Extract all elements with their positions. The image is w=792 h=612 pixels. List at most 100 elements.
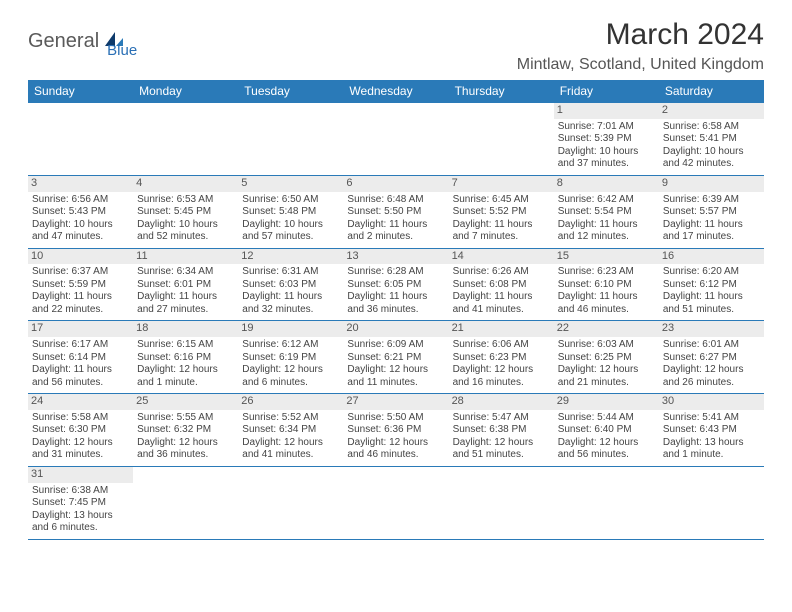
sunrise-text: Sunrise: 6:45 AM (453, 194, 550, 207)
day-number: 10 (28, 249, 133, 265)
sunrise-text: Sunrise: 6:23 AM (558, 266, 655, 279)
calendar-cell-empty (554, 466, 659, 539)
calendar-cell: 1Sunrise: 7:01 AMSunset: 5:39 PMDaylight… (554, 103, 659, 176)
daylight-text: Daylight: 11 hours and 27 minutes. (137, 291, 234, 316)
daylight-text: Daylight: 11 hours and 2 minutes. (347, 219, 444, 244)
calendar-cell: 30 Sunrise: 5:41 AMSunset: 6:43 PMDayligh… (659, 394, 764, 467)
daylight-text: Daylight: 12 hours and 16 minutes. (453, 364, 550, 389)
sunset-text: Sunset: 6:30 PM (32, 424, 129, 437)
calendar-cell-empty (659, 466, 764, 539)
sunset-text: Sunset: 6:40 PM (558, 424, 655, 437)
sunset-text: Sunset: 6:01 PM (137, 279, 234, 292)
day-number: 31 (28, 467, 133, 483)
sunset-text: Sunset: 5:48 PM (242, 206, 339, 219)
sunrise-text: Sunrise: 6:03 AM (558, 339, 655, 352)
sunrise-text: Sunrise: 7:01 AM (558, 121, 655, 134)
sunset-text: Sunset: 5:52 PM (453, 206, 550, 219)
day-number: 7 (449, 176, 554, 192)
sunset-text: Sunset: 5:45 PM (137, 206, 234, 219)
day-number: 12 (238, 249, 343, 265)
calendar-cell: 7Sunrise: 6:45 AMSunset: 5:52 PMDaylight… (449, 175, 554, 248)
day-number: 1 (554, 103, 659, 119)
sunrise-text: Sunrise: 6:58 AM (663, 121, 760, 134)
calendar-cell-empty (449, 466, 554, 539)
title-block: March 2024 Mintlaw, Scotland, United Kin… (517, 18, 764, 74)
daylight-text: Daylight: 12 hours and 46 minutes. (347, 437, 444, 462)
day-number: 26 (238, 394, 343, 410)
day-number: 9 (659, 176, 764, 192)
calendar-cell: 24Sunrise: 5:58 AMSunset: 6:30 PMDayligh… (28, 394, 133, 467)
weekday-header: Friday (554, 80, 659, 103)
calendar-row: 10Sunrise: 6:37 AMSunset: 5:59 PMDayligh… (28, 248, 764, 321)
calendar-cell: 31Sunrise: 6:38 AMSunset: 7:45 PMDayligh… (28, 466, 133, 539)
weekday-header: Monday (133, 80, 238, 103)
daylight-text: Daylight: 12 hours and 21 minutes. (558, 364, 655, 389)
daylight-text: Daylight: 13 hours and 1 minute. (663, 437, 760, 462)
day-number: 6 (343, 176, 448, 192)
sunset-text: Sunset: 6:34 PM (242, 424, 339, 437)
calendar-cell: 14Sunrise: 6:26 AMSunset: 6:08 PMDayligh… (449, 248, 554, 321)
day-number: 21 (449, 321, 554, 337)
sunset-text: Sunset: 6:03 PM (242, 279, 339, 292)
day-number: 2 (659, 103, 764, 119)
calendar-cell: 15Sunrise: 6:23 AMSunset: 6:10 PMDayligh… (554, 248, 659, 321)
daylight-text: Daylight: 11 hours and 17 minutes. (663, 219, 760, 244)
calendar-cell-empty (28, 103, 133, 176)
header: General Blue March 2024 Mintlaw, Scotlan… (28, 18, 764, 74)
day-number: 13 (343, 249, 448, 265)
calendar-cell: 6Sunrise: 6:48 AMSunset: 5:50 PMDaylight… (343, 175, 448, 248)
sunset-text: Sunset: 6:23 PM (453, 352, 550, 365)
day-number: 3 (28, 176, 133, 192)
day-number: 27 (343, 394, 448, 410)
month-title: March 2024 (517, 18, 764, 52)
sunset-text: Sunset: 6:19 PM (242, 352, 339, 365)
calendar-cell: 3Sunrise: 6:56 AMSunset: 5:43 PMDaylight… (28, 175, 133, 248)
calendar-cell: 10Sunrise: 6:37 AMSunset: 5:59 PMDayligh… (28, 248, 133, 321)
daylight-text: Daylight: 13 hours and 6 minutes. (32, 510, 129, 535)
day-number: 16 (659, 249, 764, 265)
day-number: 18 (133, 321, 238, 337)
daylight-text: Daylight: 11 hours and 22 minutes. (32, 291, 129, 316)
sunrise-text: Sunrise: 6:12 AM (242, 339, 339, 352)
calendar-cell: 5Sunrise: 6:50 AMSunset: 5:48 PMDaylight… (238, 175, 343, 248)
calendar-cell: 25Sunrise: 5:55 AMSunset: 6:32 PMDayligh… (133, 394, 238, 467)
sunset-text: Sunset: 6:14 PM (32, 352, 129, 365)
sunset-text: Sunset: 6:43 PM (663, 424, 760, 437)
sunrise-text: Sunrise: 5:41 AM (663, 412, 760, 425)
sunrise-text: Sunrise: 6:37 AM (32, 266, 129, 279)
sunrise-text: Sunrise: 6:38 AM (32, 485, 129, 498)
daylight-text: Daylight: 11 hours and 51 minutes. (663, 291, 760, 316)
day-number: 30 (659, 394, 764, 410)
day-number: 28 (449, 394, 554, 410)
day-number: 15 (554, 249, 659, 265)
calendar-row: 31Sunrise: 6:38 AMSunset: 7:45 PMDayligh… (28, 466, 764, 539)
daylight-text: Daylight: 12 hours and 41 minutes. (242, 437, 339, 462)
sunrise-text: Sunrise: 6:50 AM (242, 194, 339, 207)
day-number: 24 (28, 394, 133, 410)
sunrise-text: Sunrise: 6:06 AM (453, 339, 550, 352)
day-number: 17 (28, 321, 133, 337)
calendar-cell: 12Sunrise: 6:31 AMSunset: 6:03 PMDayligh… (238, 248, 343, 321)
sunrise-text: Sunrise: 5:55 AM (137, 412, 234, 425)
calendar-cell: 4Sunrise: 6:53 AMSunset: 5:45 PMDaylight… (133, 175, 238, 248)
logo-text-general: General (28, 30, 99, 53)
day-number: 23 (659, 321, 764, 337)
calendar-cell: 18Sunrise: 6:15 AMSunset: 6:16 PMDayligh… (133, 321, 238, 394)
calendar-row: 1Sunrise: 7:01 AMSunset: 5:39 PMDaylight… (28, 103, 764, 176)
sunset-text: Sunset: 6:12 PM (663, 279, 760, 292)
calendar-cell-empty (343, 466, 448, 539)
daylight-text: Daylight: 12 hours and 56 minutes. (558, 437, 655, 462)
weekday-header: Saturday (659, 80, 764, 103)
calendar-cell: 13Sunrise: 6:28 AMSunset: 6:05 PMDayligh… (343, 248, 448, 321)
calendar-cell-empty (238, 466, 343, 539)
sunset-text: Sunset: 6:08 PM (453, 279, 550, 292)
daylight-text: Daylight: 11 hours and 36 minutes. (347, 291, 444, 316)
sunrise-text: Sunrise: 6:53 AM (137, 194, 234, 207)
sunset-text: Sunset: 6:25 PM (558, 352, 655, 365)
calendar-cell-empty (449, 103, 554, 176)
sunset-text: Sunset: 6:32 PM (137, 424, 234, 437)
sunset-text: Sunset: 6:38 PM (453, 424, 550, 437)
calendar-cell: 20Sunrise: 6:09 AMSunset: 6:21 PMDayligh… (343, 321, 448, 394)
daylight-text: Daylight: 11 hours and 46 minutes. (558, 291, 655, 316)
day-number: 19 (238, 321, 343, 337)
